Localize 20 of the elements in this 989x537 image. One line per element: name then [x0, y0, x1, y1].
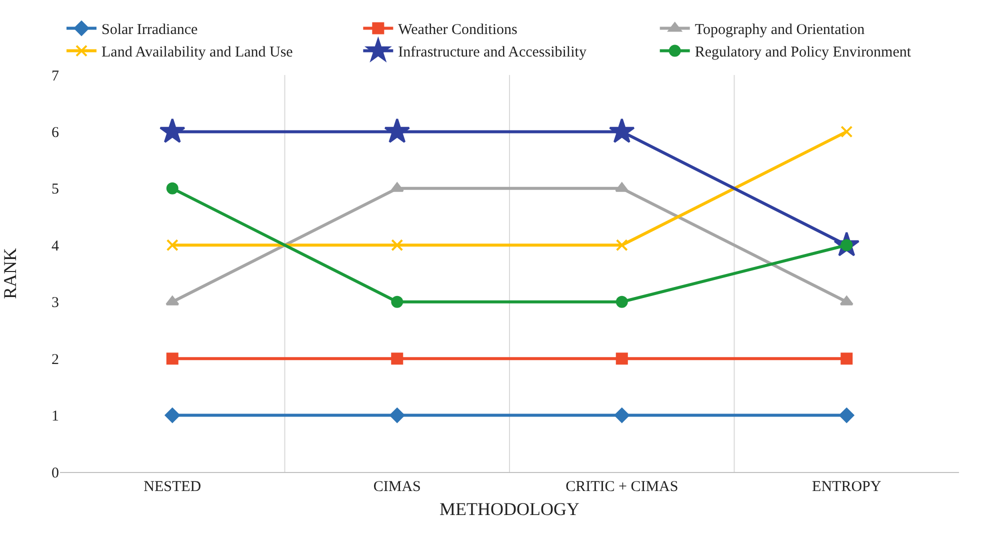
- legend-label: Solar Irradiance: [102, 22, 198, 38]
- x-tick-label: CRITIC + CIMAS: [566, 479, 678, 495]
- y-tick-label: 3: [52, 295, 59, 312]
- legend-label: Land Availability and Land Use: [102, 44, 294, 61]
- y-axis-title: RANK: [0, 248, 20, 300]
- y-tick-label: 7: [52, 68, 60, 84]
- legend-label: Weather Conditions: [398, 22, 518, 38]
- y-tick-label: 1: [52, 408, 59, 425]
- x-tick-label: NESTED: [144, 479, 202, 495]
- legend-label: Topography and Orientation: [694, 22, 866, 38]
- y-tick-label: 6: [52, 124, 60, 141]
- legend-label: Regulatory and Policy Environment: [694, 44, 912, 61]
- y-tick-label: 2: [52, 352, 59, 368]
- x-axis-title: METHODOLOGY: [440, 499, 580, 520]
- y-tick-label: 4: [52, 238, 60, 254]
- x-tick-label: ENTROPY: [812, 479, 882, 495]
- legend-label: Infrastructure and Accessibility: [398, 44, 587, 61]
- y-tick-label: 5: [52, 182, 59, 198]
- y-tick-label: 0: [52, 465, 59, 482]
- x-tick-label: CIMAS: [373, 479, 421, 495]
